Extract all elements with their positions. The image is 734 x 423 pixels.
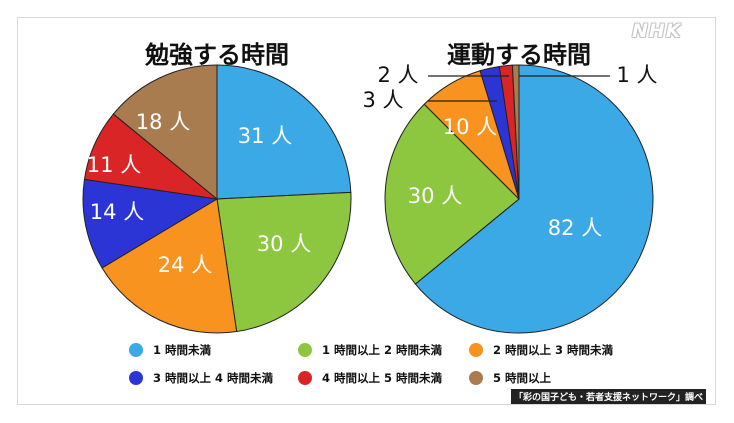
legend-label-3: 2 時間以上 3 時間未満 <box>493 343 614 357</box>
pie-1-slice-2 <box>216 191 352 333</box>
legend-item-1: 1 時間未満 <box>129 342 211 358</box>
pie-1-slice-4 <box>82 178 219 269</box>
pie-1-data-label-6: 18 人 <box>136 110 190 134</box>
pie-2-data-label-3: 10 人 <box>443 115 497 139</box>
legend-label-1: 1 時間未満 <box>153 343 212 357</box>
legend-label-6: 5 時間以上 <box>493 371 552 385</box>
legend-item-6: 5 時間以上 <box>469 370 551 386</box>
legend-swatch-6 <box>469 371 483 385</box>
legend-swatch-5 <box>298 371 312 385</box>
legend-swatch-3 <box>469 343 483 357</box>
pie-1-slice-6 <box>112 64 218 201</box>
legend-item-2: 1 時間以上 2 時間未満 <box>298 342 442 358</box>
pie-1-data-label-1: 31 人 <box>238 124 292 148</box>
legend-swatch-2 <box>298 343 312 357</box>
pie-1-data-label-4: 14 人 <box>90 200 144 224</box>
pie-1-data-label-3: 24 人 <box>158 253 212 277</box>
legend-item-4: 3 時間以上 4 時間未満 <box>129 370 273 386</box>
pie-2-data-label-1: 82 人 <box>548 216 602 240</box>
pie-1: 31 人 30 人 24 人 14 人 11 人 18 人 勉強する時間 <box>82 41 352 334</box>
pie-1-data-label-2: 30 人 <box>257 232 311 256</box>
pie-1-data-label-5: 11 人 <box>87 153 141 177</box>
pie-2-data-label-2: 30 人 <box>408 184 462 208</box>
legend-item-5: 4 時間以上 5 時間未満 <box>298 370 442 386</box>
legend-swatch-4 <box>129 371 143 385</box>
pie-2-data-label-6: 1 人 <box>616 63 657 87</box>
pie-2-slice-6 <box>511 64 520 200</box>
source-note: 「彩の国子ども・若者支援ネットワーク」調べ <box>511 389 707 404</box>
pie-2-title: 運動する時間 <box>447 41 591 69</box>
pie-1-title: 勉強する時間 <box>144 41 289 69</box>
pie-1-slice-1 <box>216 64 352 200</box>
pie-2-data-label-4: 3 人 <box>362 88 403 112</box>
pie-2: 82 人 30 人 10 人 3 人2 人 1 人 運動する時間 <box>362 41 658 334</box>
legend-label-4: 3 時間以上 4 時間未満 <box>153 371 274 385</box>
legend-item-3: 2 時間以上 3 時間未満 <box>469 342 613 358</box>
legend-swatch-1 <box>129 343 143 357</box>
pie-1-slice-3 <box>101 198 238 334</box>
legend-label-2: 1 時間以上 2 時間未満 <box>322 343 443 357</box>
pie-2-slice-2 <box>384 103 520 285</box>
pie-2-slice-1 <box>414 64 654 334</box>
nhk-logo: NHK <box>632 20 682 42</box>
legend-label-5: 4 時間以上 5 時間未満 <box>322 371 443 385</box>
pie-2-data-label-5: 2 人 <box>377 63 418 87</box>
